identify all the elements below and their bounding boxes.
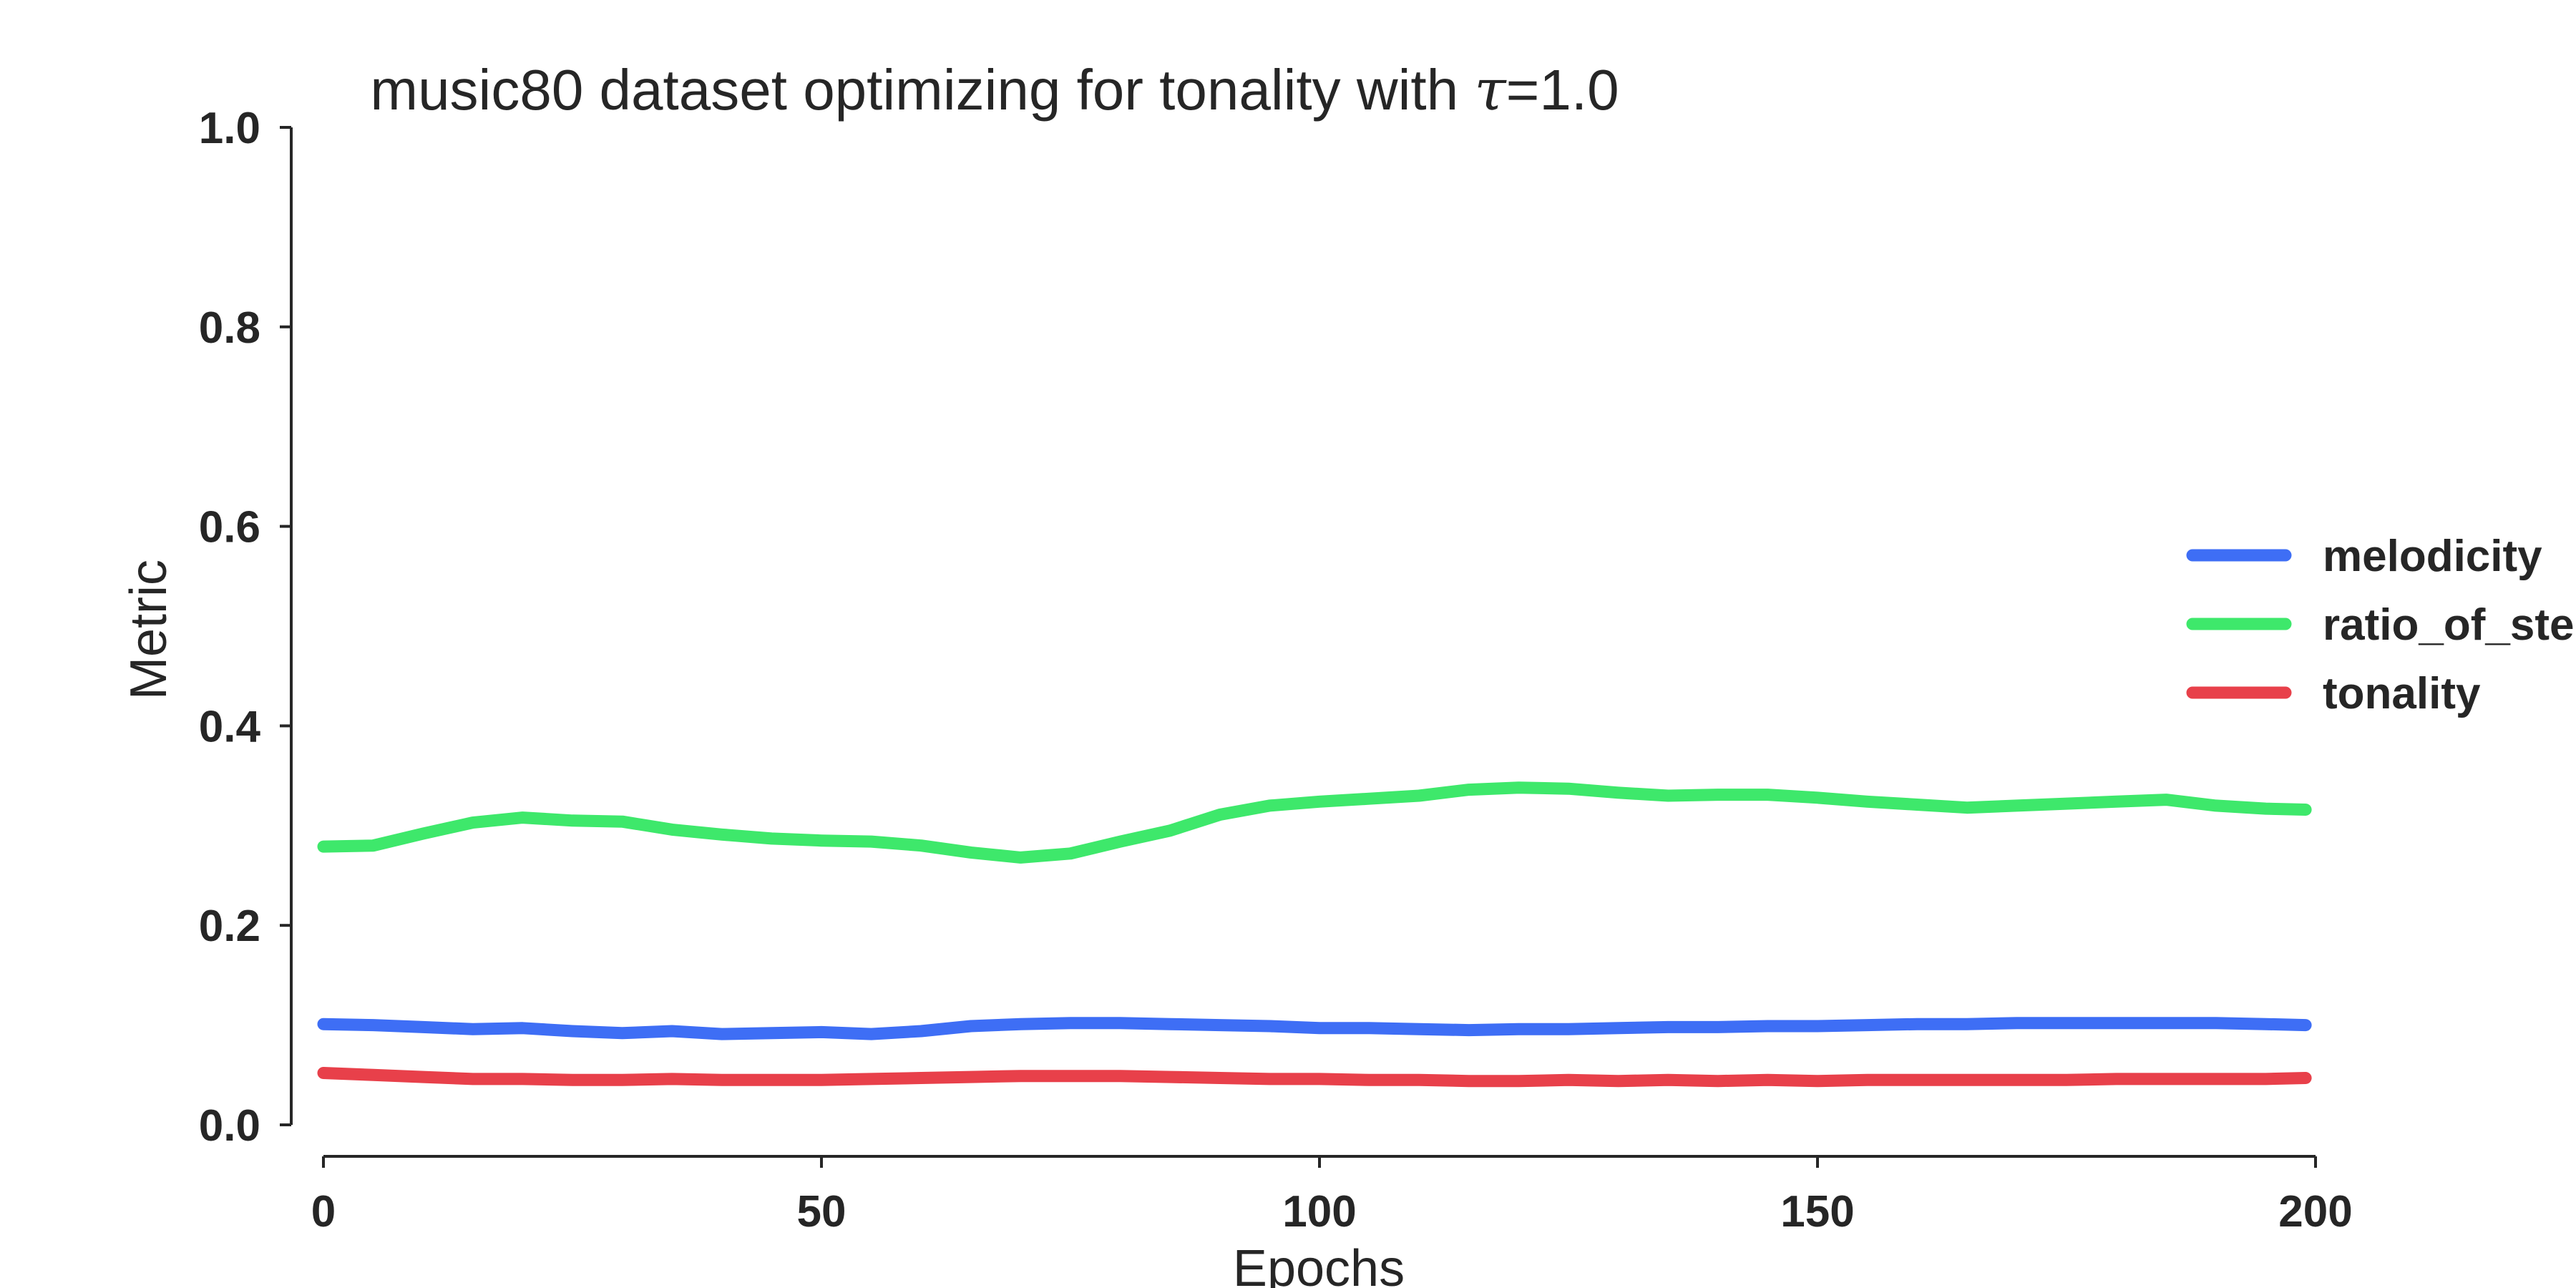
x-tick-label: 100 <box>1282 1187 1356 1236</box>
x-tick-label: 0 <box>311 1187 336 1236</box>
y-axis-label: Metric <box>120 560 177 700</box>
y-tick-label: 0.4 <box>199 702 261 751</box>
series-line-ratio-of-ste <box>317 781 2312 864</box>
y-tick-label: 0.0 <box>199 1101 260 1151</box>
x-tick-label: 200 <box>2278 1187 2352 1236</box>
y-tick-label: 0.6 <box>199 503 260 552</box>
x-axis: 0 50 100 150 200 <box>311 1155 2353 1236</box>
chart-title: music80 dataset optimizing for tonality … <box>370 57 1619 123</box>
x-axis-label: Epochs <box>1233 1240 1405 1288</box>
y-tick-label: 1.0 <box>199 104 260 153</box>
y-tick-label: 0.8 <box>199 303 260 353</box>
legend-label-ratio-of-ste: ratio_of_ste <box>2323 600 2574 650</box>
x-tick-label: 150 <box>1780 1187 1854 1236</box>
y-axis: 0.0 0.2 0.4 0.6 0.8 1.0 <box>199 104 293 1151</box>
x-tick-label: 50 <box>797 1187 847 1236</box>
y-tick-label: 0.2 <box>199 902 260 951</box>
series-line-melodicity <box>317 1017 2312 1040</box>
legend-label-tonality: tonality <box>2323 669 2481 718</box>
legend: melodicity ratio_of_ste tonality <box>2186 532 2574 718</box>
legend-label-melodicity: melodicity <box>2323 532 2542 581</box>
series-group <box>317 781 2312 1088</box>
series-line-tonality <box>317 1067 2312 1088</box>
